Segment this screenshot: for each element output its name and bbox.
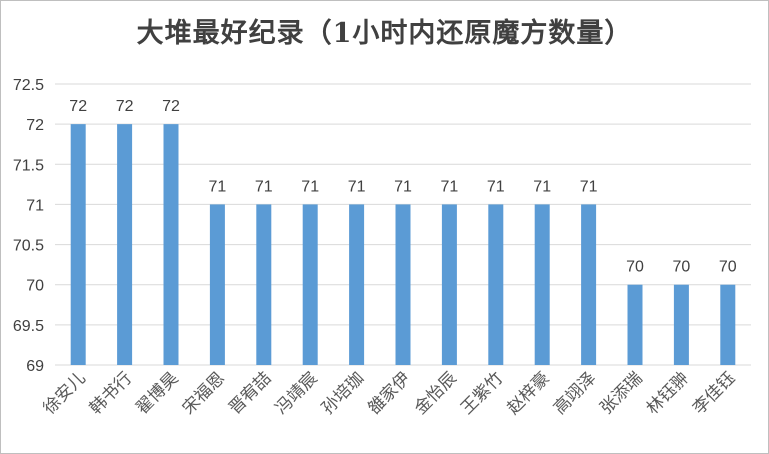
data-label: 71 — [441, 178, 459, 195]
data-label: 71 — [255, 178, 273, 195]
bar — [581, 204, 597, 365]
bar — [349, 204, 365, 365]
data-label: 71 — [487, 178, 505, 195]
x-tick-label: 张添瑞 — [596, 368, 646, 418]
data-label: 72 — [162, 98, 180, 115]
bar — [488, 204, 504, 365]
y-tick-label: 69 — [26, 358, 44, 375]
x-tick-label: 晋宥喆 — [225, 368, 275, 418]
bar — [395, 204, 411, 365]
bar — [209, 204, 225, 365]
data-label: 71 — [394, 178, 412, 195]
y-tick-label: 69.5 — [13, 318, 44, 335]
x-tick-label: 韩书行 — [86, 368, 136, 418]
x-tick-label: 宋福恩 — [179, 368, 229, 418]
y-tick-label: 72.5 — [13, 77, 44, 94]
y-tick-label: 70.5 — [13, 238, 44, 255]
data-label: 71 — [301, 178, 319, 195]
x-tick-label: 高翊泽 — [550, 368, 600, 418]
x-tick-label: 雒家伊 — [364, 368, 414, 418]
x-tick-label: 孙培珈 — [318, 368, 368, 418]
data-label: 71 — [533, 178, 551, 195]
chart-title: 大堆最好纪录（1小时内还原魔方数量） — [136, 18, 633, 49]
x-tick-label: 冯靖宸 — [272, 368, 322, 418]
bar — [627, 284, 643, 365]
data-label: 72 — [69, 98, 87, 115]
bar — [302, 204, 318, 365]
data-label: 70 — [719, 259, 737, 276]
bar — [441, 204, 457, 365]
bar — [117, 124, 133, 366]
data-label: 70 — [626, 259, 644, 276]
x-tick-label: 翟博昊 — [132, 368, 182, 418]
data-label: 71 — [580, 178, 598, 195]
bar — [256, 204, 272, 365]
bar — [673, 284, 689, 365]
bar — [534, 204, 550, 365]
bar — [720, 284, 736, 365]
y-tick-label: 70 — [26, 278, 44, 295]
x-tick-label: 徐安儿 — [40, 368, 90, 418]
data-label: 71 — [209, 178, 227, 195]
data-label: 72 — [116, 98, 134, 115]
bar — [70, 124, 86, 366]
y-tick-label: 72 — [26, 117, 44, 134]
x-tick-label: 王紫竹 — [457, 368, 507, 418]
bar — [163, 124, 179, 366]
y-tick-label: 71 — [26, 197, 44, 214]
x-tick-label: 赵梓豪 — [503, 368, 554, 419]
data-label: 71 — [348, 178, 366, 195]
x-tick-label: 金怡辰 — [411, 368, 461, 418]
x-tick-label: 李佳钰 — [689, 368, 739, 418]
y-tick-label: 71.5 — [13, 157, 44, 174]
data-label: 70 — [673, 259, 691, 276]
x-tick-label: 林钰翀 — [643, 368, 693, 418]
